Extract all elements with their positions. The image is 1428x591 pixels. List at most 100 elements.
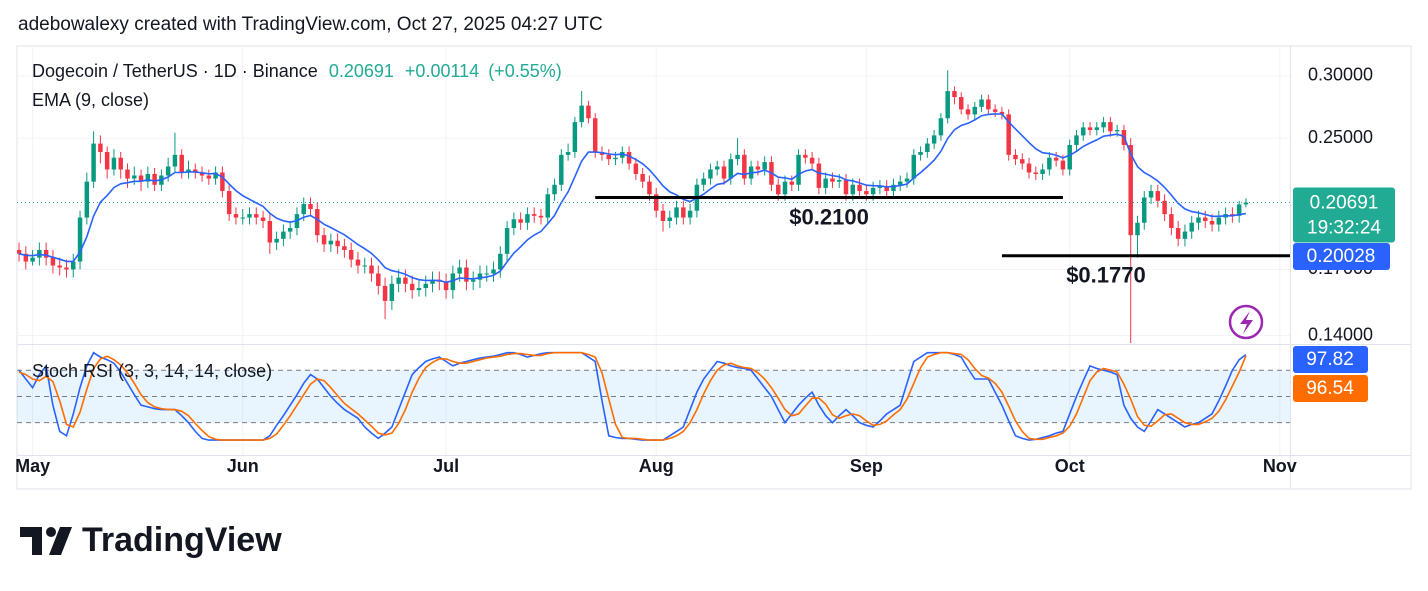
candle-body [904,178,910,182]
candle-body [98,143,103,153]
candle-body [864,191,869,195]
candle-body [145,173,151,182]
candle-body [701,178,706,185]
candle-body [274,238,279,243]
ema-tag [1293,243,1390,270]
candle-body [348,250,354,260]
candle-body [633,163,639,174]
candle-body [1026,163,1032,173]
candle-body [477,273,483,280]
price-tag-countdown: 19:32:24 [1307,218,1381,239]
candle-body [450,273,456,291]
candle-body [843,180,849,195]
candle-body [572,122,578,153]
candle-body [708,169,713,179]
candle-body [559,154,564,185]
candle-body [423,283,428,289]
candle-body [498,253,503,270]
candle-body [972,106,978,115]
candle-body [857,184,862,192]
candle-body [1216,217,1222,225]
stoch-band [17,370,1290,423]
candle-body [1162,200,1167,215]
candle-body [850,184,856,195]
legend-main: Dogecoin / TetherUS · 1D · Binance 0.206… [32,61,562,81]
candle-body [376,273,381,286]
candle-body [735,154,740,160]
candle-body [267,220,273,243]
candle-body [931,135,937,144]
candle-body [470,279,476,282]
candle-body [396,277,401,284]
candle-body [308,204,313,210]
candle-body [1094,127,1100,131]
candle-body [647,181,652,195]
candle-body [43,250,49,258]
level-label: $0.1770 [1066,263,1146,288]
x-tick-label: Aug [639,456,674,476]
candle-body [531,214,537,216]
candle-body [565,152,571,155]
candle-body [1209,220,1215,225]
candle-body [775,184,781,195]
alert-icon[interactable] [1228,304,1264,340]
candle-body [369,265,374,274]
candle-body [484,273,489,275]
candle-body [50,257,56,266]
candle-body [511,219,517,229]
candle-body [796,154,801,185]
candle-body [1013,154,1018,160]
y-tick-label: 0.25000 [1308,127,1373,147]
candle-body [91,143,96,182]
candle-body [1060,160,1066,170]
candle-body [504,228,510,254]
legend-change: +0.00114 [405,61,479,81]
candle-body [714,166,720,170]
candle-body [111,157,117,170]
ema-tag-value: 0.20028 [1307,246,1376,267]
candle-body [1128,144,1133,236]
candle-body [382,285,388,301]
candle-body [525,214,530,223]
candle-body [674,207,679,218]
candle-body [104,152,110,170]
symbol-title: Dogecoin / TetherUS · 1D · Binance [32,61,318,81]
candle-body [403,277,408,284]
candle-body [287,228,293,232]
candle-body [240,217,245,219]
candle-body [898,181,903,185]
x-tick-label: Jun [227,456,259,476]
x-tick-label: Oct [1055,456,1085,476]
candle-body [1067,144,1072,170]
candle-body [355,259,361,266]
logo-mark-bar [20,527,42,555]
plot-area [17,70,1290,441]
legend-price: 0.20691 [329,61,394,81]
candle-body [836,180,842,182]
candle-body [925,143,930,153]
candle-body [687,210,693,218]
candle-body [172,154,178,167]
price-tag [1293,187,1395,243]
candle-body [789,181,795,185]
candle-body [667,217,673,221]
y-tick-label: 0.30000 [1308,65,1373,85]
candle-body [681,207,686,218]
candle-body [430,279,435,284]
candle-body [1081,127,1086,136]
candle-body [199,172,205,176]
candle-body [443,281,449,291]
candle-body [945,91,950,119]
candle-body [640,173,645,182]
candle-body [884,186,889,192]
stoch-tag [1293,346,1368,373]
candle-body [1108,122,1113,132]
candle-body [986,99,991,110]
candle-body [552,184,557,195]
candle-body [416,288,422,291]
candle-body [782,181,788,195]
candle-body [938,118,944,136]
candle-body [1101,122,1106,128]
candle-body [132,175,137,179]
